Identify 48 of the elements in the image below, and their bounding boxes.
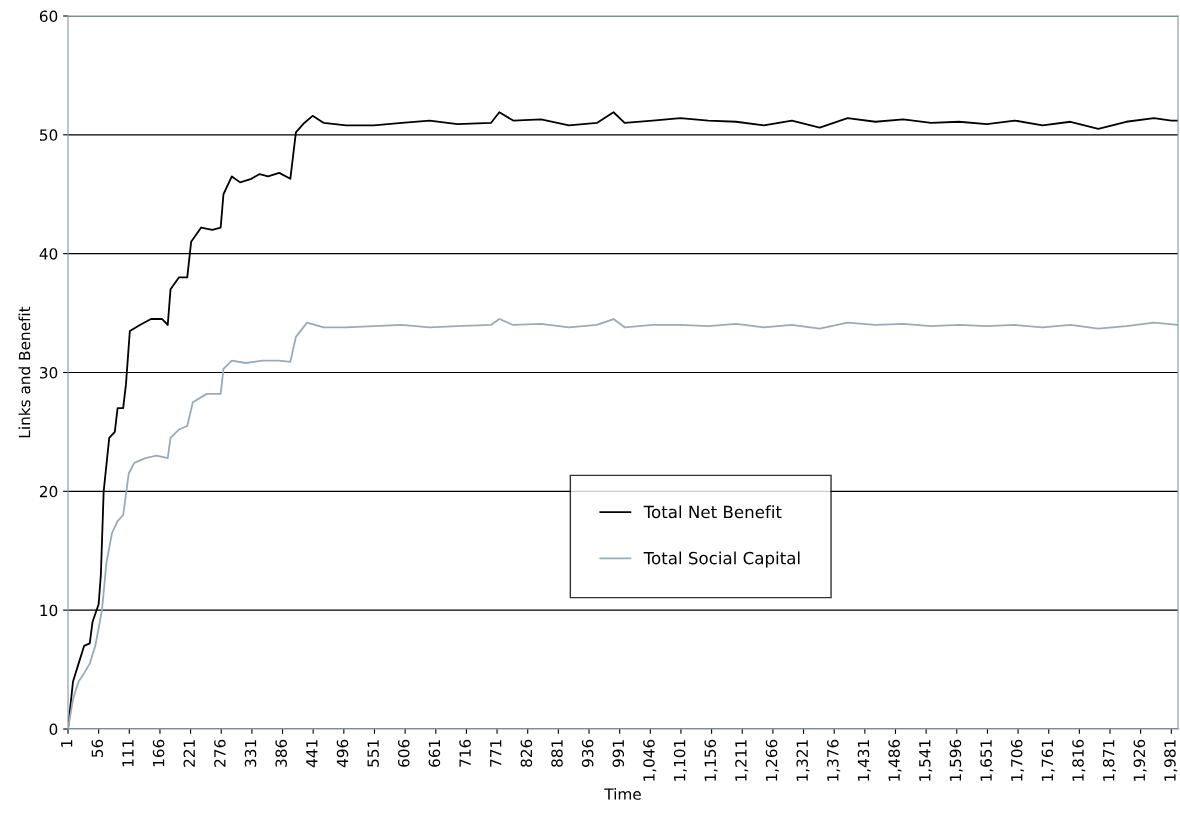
x-tick-label: 1,431 (857, 740, 871, 781)
x-tick-label: 386 (275, 739, 287, 767)
x-tick-label: 1,211 (735, 740, 749, 781)
y-tick-label: 20 (39, 485, 58, 498)
x-tick-label: 1,761 (1041, 740, 1055, 781)
y-tick-label: 60 (39, 10, 58, 23)
y-tick-label: 40 (39, 248, 58, 260)
x-tick-label: 881 (551, 740, 563, 767)
legend-label: Total Social Capital (643, 551, 800, 568)
x-tick-label: 166 (152, 739, 165, 767)
y-tick-label: 0 (49, 723, 58, 736)
x-tick-label: 1,926 (1133, 739, 1147, 781)
x-tick-label: 1,486 (888, 739, 902, 781)
y-tick-label: 50 (40, 129, 58, 141)
x-tick-label: 111 (122, 740, 134, 767)
x-tick-label: 1,156 (704, 739, 718, 781)
x-tick-label: 1,266 (765, 739, 779, 781)
x-tick-label: 1,596 (949, 739, 963, 781)
x-tick-label: 1,871 (1102, 740, 1117, 781)
x-tick-label: 826 (520, 739, 533, 767)
x-tick-label: 551 (367, 740, 379, 767)
x-tick-label: 1,651 (980, 740, 994, 781)
y-tick-label: 30 (40, 366, 58, 379)
x-tick-label: 991 (612, 740, 625, 767)
x-tick-label: 1,046 (643, 739, 657, 781)
x-tick-label: 661 (428, 740, 441, 767)
x-tick-label: 331 (244, 740, 257, 767)
x-tick-label: 56 (91, 739, 104, 757)
y-axis-title: Links and Benefit (18, 306, 31, 438)
x-tick-label: 716 (459, 739, 471, 767)
x-tick-label: 1,981 (1164, 740, 1178, 781)
x-tick-label: 496 (336, 739, 349, 768)
x-tick-label: 1,706 (1010, 739, 1025, 781)
x-tick-label: 771 (490, 740, 502, 767)
legend-label: Total Net Benefit (643, 505, 782, 519)
x-tick-label: 1,541 (919, 740, 933, 781)
x-tick-label: 1,376 (827, 739, 841, 781)
x-tick-label: 1,321 (796, 740, 810, 781)
x-tick-label: 606 (398, 739, 410, 767)
x-tick-label: 1 (61, 740, 73, 747)
y-tick-label: 10 (40, 604, 58, 617)
x-axis-title: Time (604, 788, 641, 800)
x-tick-label: 1,816 (1072, 739, 1086, 781)
x-tick-label: 1,101 (673, 740, 687, 781)
x-tick-label: 221 (183, 740, 195, 767)
x-tick-label: 936 (581, 739, 594, 767)
x-tick-label: 441 (306, 740, 318, 768)
x-tick-label: 276 (214, 739, 226, 767)
